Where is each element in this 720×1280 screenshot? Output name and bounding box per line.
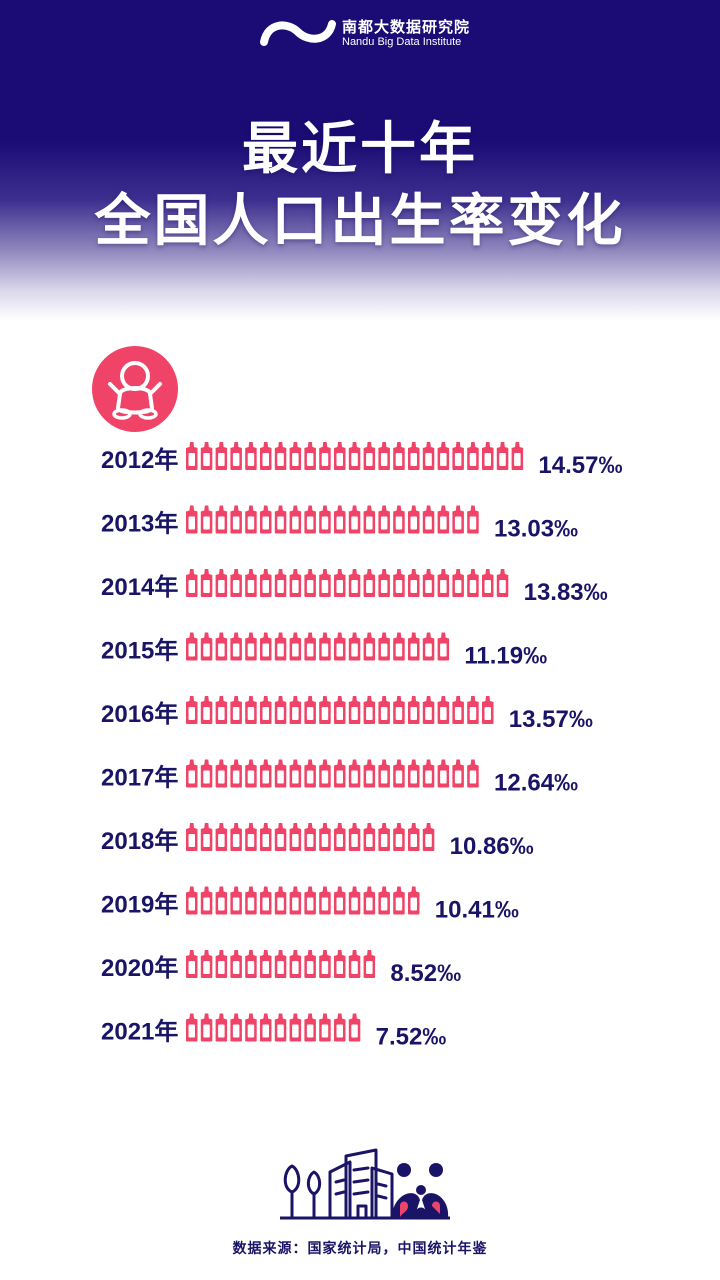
logo-english-name: Nandu Big Data Institute — [342, 36, 462, 48]
value-label: 8.52‰ — [390, 960, 461, 987]
value-label: 10.86‰ — [450, 833, 534, 860]
year-label: 2018年 — [101, 827, 178, 855]
header-banner — [0, 0, 720, 320]
value-label: 11.19‰ — [464, 643, 547, 670]
bar-2013年 — [186, 505, 479, 534]
bar-2012年 — [186, 442, 524, 470]
bar-2017年 — [186, 759, 479, 788]
value-label: 7.52‰ — [376, 1024, 447, 1051]
year-label: 2012年 — [101, 446, 178, 474]
wave-logo-icon — [260, 20, 336, 46]
year-label: 2014年 — [101, 573, 178, 601]
birth-rate-chart: 2012年 14.57‰ 2013年 13.03‰ 2014年 13.83‰ 2015年 11… — [101, 442, 622, 1051]
year-label: 2021年 — [101, 1018, 178, 1046]
year-label: 2019年 — [101, 891, 178, 919]
value-label: 13.57‰ — [509, 706, 593, 733]
value-label: 14.57‰ — [538, 452, 622, 479]
page-title-line1: 最近十年 — [242, 117, 478, 182]
bar-2021年 — [186, 1013, 361, 1042]
value-label: 13.83‰ — [524, 579, 608, 606]
bar-2016年 — [186, 696, 494, 724]
year-label: 2013年 — [101, 510, 178, 538]
bar-2018年 — [186, 823, 435, 851]
year-label: 2015年 — [101, 637, 178, 665]
value-label: 10.41‰ — [435, 897, 519, 924]
city-family-illustration — [280, 1148, 450, 1220]
year-label: 2020年 — [101, 954, 178, 982]
value-label: 13.03‰ — [494, 516, 578, 543]
year-label: 2017年 — [101, 764, 178, 792]
bar-2014年 — [186, 569, 509, 597]
data-source: 数据来源：国家统计局，中国统计年鉴 — [232, 1241, 488, 1257]
baby-icon — [92, 346, 178, 432]
institute-logo: 南都大数据研究院 Nandu Big Data Institute — [258, 16, 488, 50]
bar-2015年 — [186, 632, 450, 661]
logo-chinese-name: 南都大数据研究院 — [342, 18, 471, 36]
value-label: 12.64‰ — [494, 770, 578, 797]
bar-2020年 — [186, 950, 376, 978]
bar-2019年 — [186, 886, 420, 915]
page-title-line2: 全国人口出生率变化 — [94, 189, 626, 254]
year-label: 2016年 — [101, 700, 178, 728]
